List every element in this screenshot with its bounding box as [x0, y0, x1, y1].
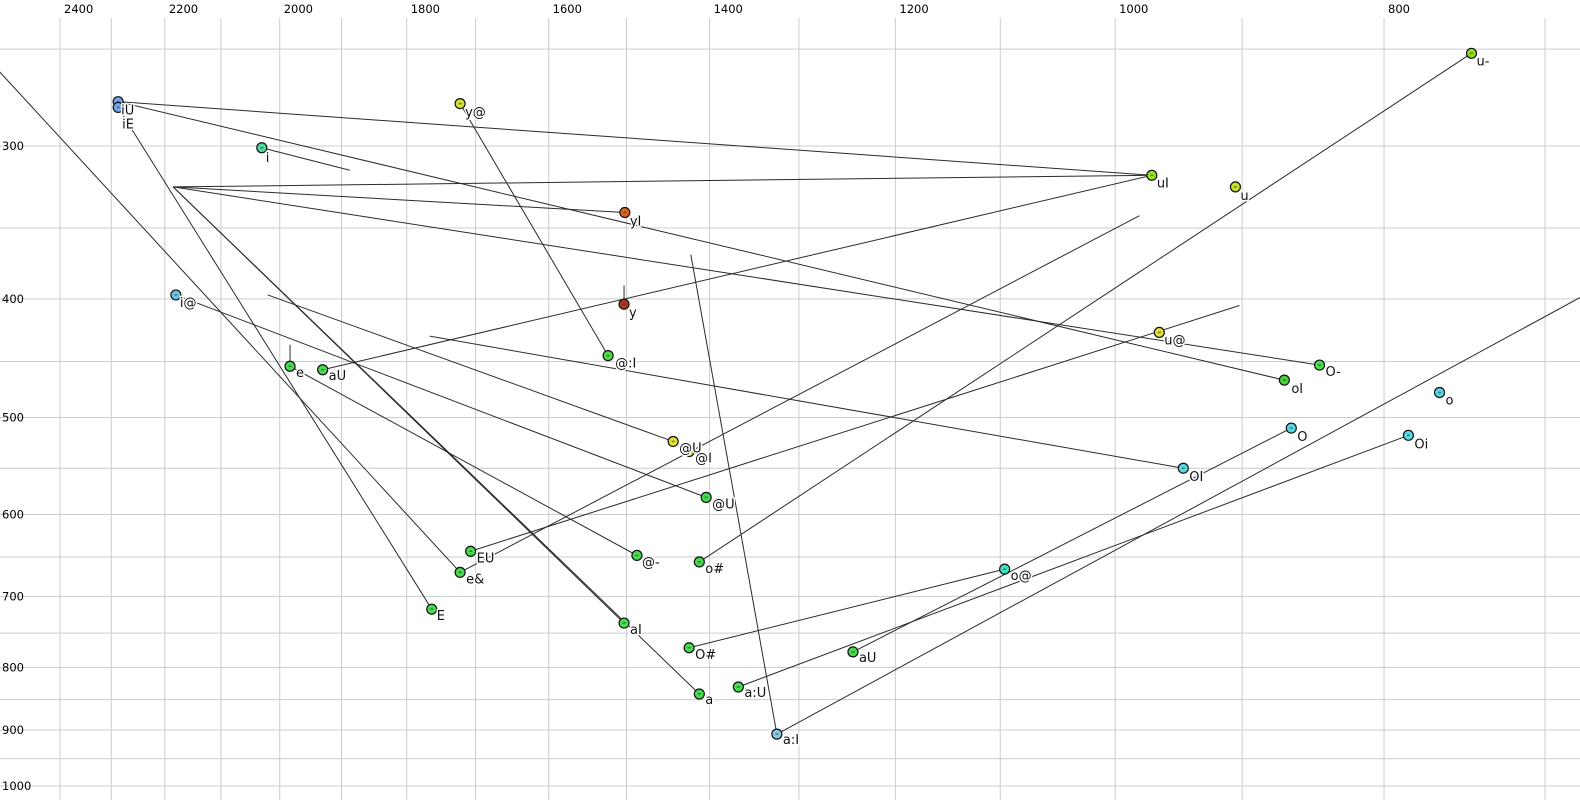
- point-label-o@: o@: [1011, 569, 1032, 584]
- trajectory-hub-O-: [173, 186, 1320, 366]
- trajectory-i@-@U: [175, 294, 707, 498]
- trajectory-aU-O: [852, 427, 1292, 653]
- point-label-uI: uI: [1157, 176, 1169, 191]
- point-label-@U: @U: [679, 441, 702, 456]
- point-label-E: E: [437, 609, 445, 624]
- point-label-y: y: [629, 306, 637, 321]
- trajectory-e&-out: [459, 215, 1140, 573]
- y-axis-tick-labels: 300 400 500 600 700 800 900 1000: [2, 139, 31, 793]
- trajectory-aU-uI: [322, 174, 1152, 371]
- y-tick-600: 600: [2, 507, 24, 521]
- vowel-points: [112, 47, 1478, 740]
- trajectory-hub-a: [172, 186, 700, 695]
- trajectory-lines: [0, 52, 1580, 735]
- point-label-u: u: [1240, 189, 1248, 204]
- x-tick-1600: 1600: [553, 2, 582, 16]
- trajectory-i-stub: [261, 147, 350, 171]
- point-label-e&: e&: [466, 572, 484, 587]
- x-tick-1000: 1000: [1119, 2, 1148, 16]
- point-label-@:I: @:I: [615, 357, 636, 372]
- x-tick-2400: 2400: [64, 2, 93, 16]
- x-tick-2200: 2200: [169, 2, 198, 16]
- point-label-u@: u@: [1164, 333, 1185, 348]
- point-label-oI: oI: [1291, 382, 1303, 397]
- y-tick-1000: 1000: [2, 779, 31, 793]
- x-tick-1400: 1400: [714, 2, 743, 16]
- trajectory-edge-e&: [0, 71, 461, 573]
- trajectory-hub-yI: [173, 186, 625, 214]
- x-axis-tick-labels: 2400 2200 2000 1800 1600 1400 1200 1000 800: [64, 2, 1410, 16]
- point-label-y@: y@: [465, 106, 486, 121]
- point-label-yI: yI: [630, 215, 642, 230]
- point-label-@U: @U: [712, 497, 735, 512]
- point-label-aU: aU: [329, 369, 346, 384]
- point-label-@I: @I: [695, 452, 712, 467]
- trajectory-to-a:I: [690, 254, 778, 735]
- x-tick-1200: 1200: [899, 2, 928, 16]
- point-label-aI: aI: [630, 623, 642, 638]
- trajectory-iE-E: [117, 107, 433, 610]
- x-tick-2000: 2000: [284, 2, 313, 16]
- trajectory-hub-uI: [173, 174, 1152, 188]
- point-label-aU: aU: [859, 651, 876, 666]
- point-label-Oi: Oi: [1414, 437, 1428, 452]
- trajectory-e-@-: [289, 365, 638, 556]
- trajectory-O#-o@: [688, 568, 1005, 649]
- trajectory-a:U-Oi: [738, 434, 1409, 688]
- gridlines: [0, 18, 1580, 800]
- point-label-a:I: a:I: [783, 733, 799, 748]
- point-label-a:U: a:U: [744, 686, 766, 701]
- x-tick-1800: 1800: [411, 2, 440, 16]
- y-tick-700: 700: [2, 589, 24, 603]
- y-tick-400: 400: [2, 292, 24, 306]
- trajectory-to-OI: [429, 335, 1184, 469]
- point-label-o: o: [1446, 394, 1454, 409]
- trajectory-o#-u-: [699, 52, 1472, 563]
- point-label-a: a: [705, 693, 713, 708]
- point-label-iU: iU: [121, 104, 134, 119]
- y-tick-300: 300: [2, 139, 24, 153]
- point-label-@-: @-: [642, 555, 660, 570]
- trajectory-to-@U: [267, 294, 674, 442]
- point-label-o#: o#: [705, 562, 724, 577]
- y-tick-900: 900: [2, 723, 24, 737]
- trajectory-iU-uI: [118, 101, 1152, 176]
- x-tick-800: 800: [1388, 2, 1410, 16]
- point-label-O#: O#: [695, 648, 716, 663]
- y-tick-500: 500: [2, 411, 24, 425]
- point-label-u-: u-: [1477, 54, 1490, 69]
- trajectory-y@-@:I: [459, 103, 609, 356]
- trajectory-EU-out: [470, 305, 1240, 552]
- point-label-i: i: [266, 151, 270, 166]
- point-label-OI: OI: [1189, 470, 1203, 485]
- point-label-i@: i@: [180, 296, 197, 311]
- point-label-iE: iE: [122, 117, 134, 132]
- point-label-e: e: [296, 366, 304, 381]
- point-label-O: O: [1297, 430, 1307, 445]
- trajectory-iU-oI: [118, 101, 1285, 381]
- y-tick-800: 800: [2, 660, 24, 674]
- trajectory-a:I-out: [776, 297, 1580, 735]
- point-label-O-: O-: [1326, 365, 1342, 380]
- point-label-EU: EU: [477, 551, 495, 566]
